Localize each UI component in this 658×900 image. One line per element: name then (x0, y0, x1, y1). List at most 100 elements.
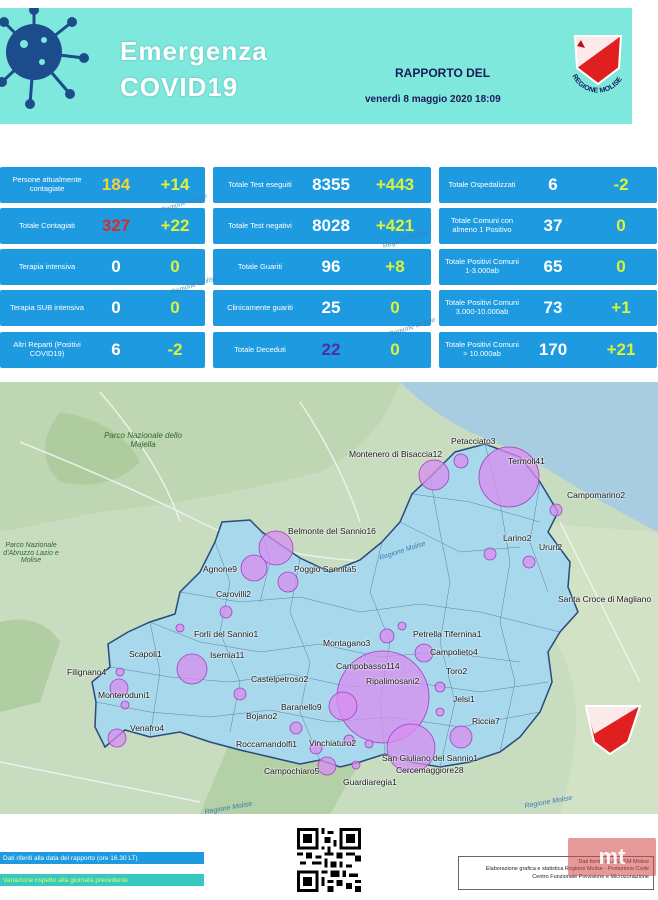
stat-label: Totale Positivi Comuni 1-3.000ab (445, 257, 519, 275)
stat-label: Totale Guariti (237, 261, 283, 271)
town-label: Bojano2 (246, 711, 278, 721)
report-date: venerdì 8 maggio 2020 18:09 (365, 94, 501, 105)
stat-label: Terapia SUB intensiva (10, 302, 84, 312)
bubble-ururi (522, 555, 536, 569)
stat-label: Totale Contagiati (19, 220, 75, 230)
stat-delta: 0 (390, 298, 400, 317)
stat-value: 8355 (312, 175, 350, 194)
bubble-carovilli (219, 605, 233, 619)
stat-delta: +21 (606, 340, 636, 359)
town-label: Termoli41 (508, 456, 545, 466)
region-molise-logo: REGIONE MOLISE (570, 35, 624, 95)
molise-map: Regione Molise Regione Molise Regione Mo… (0, 382, 658, 814)
stat-medium-towns: Totale Positivi Comuni 3.000-10.000ab 73… (439, 290, 657, 326)
stat-label: Totale Test eseguiti (228, 179, 292, 189)
town-label: Agnone9 (203, 564, 238, 574)
park-label: Parco Nazionale dello Majella (104, 431, 182, 449)
bubble-campolieto (414, 643, 434, 663)
report-label: RAPPORTO DEL (395, 66, 491, 80)
town-label: Cercemaggiore28 (396, 765, 464, 775)
town-label: Carovilli2 (216, 589, 251, 599)
bubble-petacciato (453, 453, 469, 469)
stat-other-wards: Altri Reparti (Positivi COVID19) 6 -2 (0, 332, 205, 368)
stat-total-cases: Totale Contagiati 327 +22 (0, 208, 205, 244)
town-label: Castelpetroso2 (251, 674, 309, 684)
stat-clinically-recovered: Clinicamente guariti 25 0 (213, 290, 431, 326)
stat-delta: 0 (170, 298, 180, 317)
stat-value: 22 (321, 340, 341, 359)
stat-value: 8028 (312, 216, 350, 235)
town-label: Jelsi1 (453, 694, 475, 704)
town-label: Santa Croce di Magliano (558, 594, 652, 604)
credits-line: Elaborazione grafica e statistica Region… (485, 866, 649, 873)
town-label: Vinchiaturo2 (309, 738, 357, 748)
town-label: Isernia11 (210, 650, 245, 660)
stat-recovered: Totale Guariti 96 +8 (213, 249, 431, 285)
title-line1: Emergenza (120, 36, 268, 66)
town-label: Ururi2 (539, 542, 563, 552)
bubble-vinchiaturo (343, 734, 355, 746)
stat-delta: 0 (170, 257, 180, 276)
stat-value: 65 (543, 257, 563, 276)
stat-label: Persone attualmente contagiate (12, 175, 82, 193)
legend-data-note: Dati riferiti alla data del rapporto (or… (0, 852, 204, 864)
stat-delta: 0 (390, 340, 400, 359)
town-label: Montenero di Bisaccia12 (349, 449, 443, 459)
report-header: Emergenza COVID19 RAPPORTO DEL venerdì 8… (0, 8, 632, 124)
town-label: Petacciato3 (451, 436, 496, 446)
bubble-venafro (107, 728, 127, 748)
bubble-campochiaro (317, 756, 337, 776)
bubble-guardiaregia (351, 760, 361, 770)
qr-code-icon[interactable] (297, 828, 361, 892)
stat-sub-intensive: Terapia SUB intensiva 0 0 (0, 290, 205, 326)
stat-hospitalized: Totale Ospedalizzati 6 -2 (439, 167, 657, 203)
stat-municipalities-positive: Totale Comuni con almeno 1 Positivo 37 0 (439, 208, 657, 244)
stat-delta: +1 (611, 298, 631, 317)
map-base: Regione Molise Regione Molise Regione Mo… (0, 382, 658, 814)
town-label: Scapoli1 (129, 649, 162, 659)
stat-label: Totale Ospedalizzati (448, 179, 516, 189)
town-label: Ripalimosani2 (366, 676, 420, 686)
town-label: Monteroduni1 (98, 690, 150, 700)
town-label: Guardiaregia1 (343, 777, 397, 787)
stat-label: Terapia intensiva (18, 261, 76, 271)
coronavirus-icon (0, 8, 89, 109)
stat-label: Totale Deceduti (234, 344, 286, 354)
bubble-petrella (397, 621, 407, 631)
stat-current-positive: Persone attualmente contagiate 184 +14 (0, 167, 205, 203)
town-label: Toro2 (446, 666, 468, 676)
bubble-agnone (240, 554, 268, 582)
town-label: Montagano3 (323, 638, 371, 648)
bubble-toro (434, 681, 446, 693)
stat-value: 184 (101, 175, 131, 194)
stat-delta: -2 (613, 175, 629, 194)
mt-logo: mt (568, 838, 656, 876)
town-label: Poggio Sannita5 (294, 564, 357, 574)
bubble-montenero (418, 459, 450, 491)
bubble-forli (175, 623, 185, 633)
stat-value: 0 (111, 298, 121, 317)
molise-shield-icon (584, 705, 642, 756)
bubble-roccamandolfi (309, 741, 323, 755)
bubble-scapoli (115, 667, 125, 677)
stat-value: 25 (321, 298, 341, 317)
bubble-san-giuliano (364, 739, 374, 749)
town-label: Campochiaro5 (264, 766, 320, 776)
town-label: Forlì del Sannio1 (194, 629, 259, 639)
bubble-termoli (478, 446, 540, 508)
stat-value: 73 (543, 298, 563, 317)
stat-value: 0 (111, 257, 121, 276)
town-label: Campobasso114 (336, 661, 400, 671)
bubble-larino (483, 547, 497, 561)
stat-deaths: Totale Deceduti 22 0 (213, 332, 431, 368)
town-label: Venafro4 (130, 723, 165, 733)
stat-delta: +14 (160, 175, 190, 194)
stat-delta: 0 (616, 257, 626, 276)
stat-tests-performed: Totale Test eseguiti 8355 +443 (213, 167, 431, 203)
town-label: Belmonte del Sannio16 (288, 526, 376, 536)
stat-label: Totale Test negativi (228, 220, 292, 230)
stat-value: 6 (548, 175, 558, 194)
town-label: Roccamandolfi1 (236, 739, 297, 749)
stat-delta: +421 (375, 216, 415, 235)
town-label: Filignano4 (67, 667, 107, 677)
